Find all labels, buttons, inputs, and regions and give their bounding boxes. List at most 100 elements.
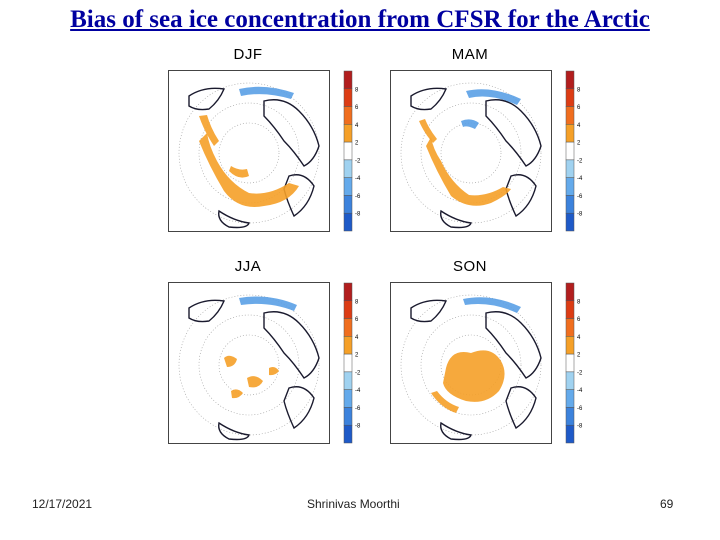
latitude-circle	[440, 122, 502, 184]
colorbar-tick-label: -2	[355, 370, 361, 376]
arctic-map	[168, 282, 330, 444]
colorbar-segment	[565, 371, 575, 390]
positive-bias-region	[426, 137, 511, 206]
arctic-map-graphic	[400, 294, 542, 441]
coastline	[485, 99, 542, 167]
colorbar-segment	[343, 106, 353, 125]
positive-bias-region	[231, 389, 243, 399]
colorbar-tick-label: 2	[577, 141, 581, 147]
colorbar-segment	[565, 282, 575, 302]
colorbar-tick-label: 6	[577, 105, 581, 111]
colorbar-tick-label: 4	[355, 335, 359, 341]
colorbar-graphic: 8 6 4 2 -2 -4 -6 -8	[565, 282, 583, 444]
colorbar-tick-label: 4	[577, 123, 581, 129]
colorbar-segment	[343, 177, 353, 196]
colorbar-tick-label: 2	[355, 141, 359, 147]
colorbar-segment	[565, 88, 575, 107]
colorbar-segment	[565, 124, 575, 143]
colorbar-segment	[343, 318, 353, 337]
latitude-circle	[400, 294, 542, 436]
coastline	[263, 99, 320, 167]
colorbar: 8 6 4 2 -2 -4 -6 -8	[565, 70, 592, 232]
arctic-map	[390, 282, 552, 444]
colorbar-segment	[343, 159, 353, 178]
colorbar-graphic: 8 6 4 2 -2 -4 -6 -8	[343, 70, 361, 232]
arctic-map	[168, 70, 330, 232]
colorbar-segment	[565, 195, 575, 214]
coastline	[218, 421, 250, 441]
coastline	[410, 87, 447, 111]
colorbar-graphic: 8 6 4 2 -2 -4 -6 -8	[343, 282, 361, 444]
colorbar-tick-label: -8	[355, 212, 361, 218]
colorbar-segment	[565, 177, 575, 196]
colorbar-segment	[565, 424, 575, 444]
positive-bias-region	[224, 355, 237, 367]
latitude-circle	[198, 314, 300, 416]
colorbar-tick-label: 6	[355, 105, 359, 111]
footer-author: Shrinivas Moorthi	[307, 497, 400, 511]
negative-bias-region	[466, 89, 521, 105]
coastline	[263, 311, 320, 379]
panel-djf: DJF 8 6 4 2 -2 -4 -6 -8	[168, 46, 368, 246]
colorbar-segment	[565, 106, 575, 125]
colorbar-segment	[343, 124, 353, 143]
colorbar-tick-label: -2	[355, 158, 361, 164]
colorbar-tick-label: -6	[355, 194, 361, 200]
colorbar-segment	[343, 212, 353, 232]
colorbar: 8 6 4 2 -2 -4 -6 -8	[343, 70, 370, 232]
footer-page-number: 69	[660, 497, 674, 511]
panel-label: MAM	[451, 46, 489, 63]
colorbar-tick-label: 6	[355, 317, 359, 323]
colorbar-segment	[343, 353, 353, 373]
panel-label: JJA	[234, 258, 262, 275]
colorbar-tick-label: 2	[577, 353, 581, 359]
colorbar-tick-label: -4	[577, 176, 583, 182]
positive-bias-region	[419, 119, 437, 143]
coastline	[440, 421, 472, 441]
colorbar-segment	[565, 141, 575, 161]
colorbar-segment	[565, 159, 575, 178]
coastline	[188, 87, 225, 111]
colorbar: 8 6 4 2 -2 -4 -6 -8	[565, 282, 592, 444]
colorbar-segment	[343, 371, 353, 390]
colorbar-segment	[343, 336, 353, 355]
positive-bias-region	[443, 350, 505, 402]
colorbar-tick-label: 4	[577, 335, 581, 341]
panel-label: SON	[452, 258, 487, 275]
latitude-circle	[218, 334, 280, 396]
colorbar-segment	[343, 424, 353, 444]
colorbar-tick-label: 2	[355, 353, 359, 359]
coastline	[283, 174, 315, 218]
latitude-circle	[218, 122, 280, 184]
colorbar-segment	[565, 318, 575, 337]
latitude-circle	[420, 314, 522, 416]
colorbar-segment	[343, 407, 353, 426]
panel-label: DJF	[233, 46, 263, 63]
positive-bias-region	[431, 391, 459, 413]
colorbar-tick-label: 8	[355, 299, 359, 305]
panel-mam: MAM 8 6 4 2 -2 -4 -6 -8	[390, 46, 590, 246]
coastline	[188, 299, 225, 323]
colorbar-tick-label: -4	[577, 388, 583, 394]
colorbar-segment	[565, 353, 575, 373]
colorbar-segment	[343, 141, 353, 161]
negative-bias-region	[239, 296, 297, 311]
colorbar-segment	[565, 212, 575, 232]
colorbar-tick-label: 4	[355, 123, 359, 129]
negative-bias-region	[239, 86, 294, 99]
colorbar-tick-label: 8	[577, 299, 581, 305]
latitude-circle	[400, 82, 542, 224]
colorbar-segment	[565, 407, 575, 426]
positive-bias-region	[269, 367, 279, 376]
arctic-map	[390, 70, 552, 232]
arctic-map-graphic	[178, 82, 320, 229]
colorbar: 8 6 4 2 -2 -4 -6 -8	[343, 282, 370, 444]
colorbar-tick-label: -6	[577, 406, 583, 412]
colorbar-graphic: 8 6 4 2 -2 -4 -6 -8	[565, 70, 583, 232]
coastline	[283, 386, 315, 430]
coastline	[505, 386, 537, 430]
coastline	[440, 209, 472, 229]
footer-date: 12/17/2021	[32, 497, 93, 511]
colorbar-segment	[565, 389, 575, 408]
coastline	[505, 174, 537, 218]
